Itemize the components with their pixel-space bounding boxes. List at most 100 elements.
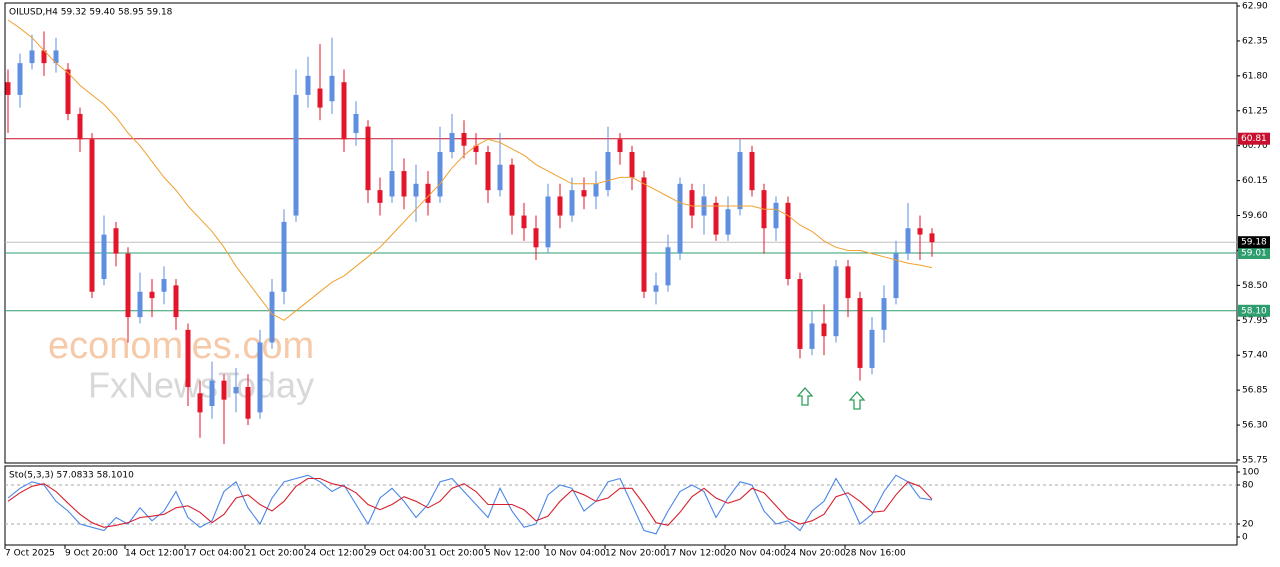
candle-body xyxy=(41,50,47,64)
x-tick-label: 10 Nov 04:00 xyxy=(545,549,606,559)
candle-body xyxy=(305,75,311,95)
candle-body xyxy=(149,291,155,299)
y-tick-label: 58.50 xyxy=(1242,281,1268,291)
chart-title: OILUSD,H4 59.32 59.40 58.95 59.18 xyxy=(9,8,173,18)
candle-body xyxy=(593,183,599,197)
candle-body xyxy=(77,113,83,140)
y-tick-label: 62.90 xyxy=(1242,2,1268,12)
candle-body xyxy=(65,69,71,114)
candle-body xyxy=(641,177,647,292)
candle-body xyxy=(449,132,455,153)
level-label: 58.10 xyxy=(1241,306,1267,316)
level-tag xyxy=(1238,247,1270,260)
x-tick-label: 17 Oct 04:00 xyxy=(185,549,244,559)
level-label: 60.81 xyxy=(1241,134,1267,144)
y-tick-label: 56.85 xyxy=(1242,386,1268,396)
candle-body xyxy=(461,132,467,146)
candle-body xyxy=(677,183,683,254)
candle-body xyxy=(17,63,23,95)
candle-body xyxy=(725,209,731,235)
candle-body xyxy=(617,139,623,153)
x-tick-label: 24 Oct 12:00 xyxy=(305,549,364,559)
y-tick-label: 57.95 xyxy=(1242,316,1268,326)
x-tick-label: 28 Nov 16:00 xyxy=(845,549,906,559)
candle-body xyxy=(53,50,59,64)
candle-body xyxy=(737,152,743,210)
x-tick-label: 17 Nov 12:00 xyxy=(665,549,726,559)
y-tick-label: 60.15 xyxy=(1242,176,1268,186)
candle-body xyxy=(917,228,923,235)
candle-body xyxy=(233,386,239,394)
stoch-line xyxy=(7,477,933,528)
candle-body xyxy=(845,266,851,299)
moving-average xyxy=(7,19,933,321)
candle-body xyxy=(89,139,95,292)
y-tick-label: 61.80 xyxy=(1242,71,1268,81)
y-tick-label: 57.40 xyxy=(1242,351,1268,361)
y-tick-label: 56.30 xyxy=(1242,421,1268,431)
candle-body xyxy=(689,190,695,216)
x-tick-label: 12 Nov 20:00 xyxy=(605,549,666,559)
candle-body xyxy=(293,94,299,216)
candle-body xyxy=(797,279,803,349)
y-tick-label: 61.25 xyxy=(1242,106,1268,116)
stoch-line xyxy=(7,474,933,535)
candle-body xyxy=(185,329,191,387)
candle-body xyxy=(425,183,431,203)
up-arrow xyxy=(796,387,814,406)
candle-body xyxy=(365,126,371,191)
candle-body xyxy=(173,285,179,318)
x-tick-label: 7 Oct 2025 xyxy=(5,549,55,559)
candle-body xyxy=(377,190,383,203)
indicator-label: Sto(5,3,3) 57.0833 58.1010 xyxy=(9,471,134,481)
candle-body xyxy=(629,152,635,178)
candle-body xyxy=(353,113,359,133)
candle-body xyxy=(905,228,911,254)
candle-body xyxy=(881,298,887,330)
candle-body xyxy=(161,279,167,292)
y-tick-label: 55.75 xyxy=(1242,456,1268,466)
y-tick-label: 59.60 xyxy=(1242,211,1268,221)
x-tick-label: 14 Oct 12:00 xyxy=(125,549,184,559)
candle-body xyxy=(821,323,827,337)
candle-body xyxy=(113,228,119,254)
stoch-tick-label: 80 xyxy=(1242,481,1254,491)
candle-body xyxy=(665,247,671,286)
candle-body xyxy=(557,196,563,216)
candle-body xyxy=(809,323,815,349)
candle-body xyxy=(545,196,551,248)
candle-body xyxy=(749,152,755,191)
candle-body xyxy=(581,190,587,197)
candle-body xyxy=(341,82,347,140)
candle-body xyxy=(857,298,863,368)
candle-body xyxy=(257,342,263,413)
candle-body xyxy=(605,152,611,191)
candle-body xyxy=(833,266,839,337)
x-tick-label: 31 Oct 20:00 xyxy=(425,549,484,559)
candle-body xyxy=(245,386,251,419)
candle-body xyxy=(773,202,779,229)
candle-body xyxy=(221,380,227,400)
indicator-frame xyxy=(4,465,1238,546)
up-arrow xyxy=(848,391,866,410)
candle-body xyxy=(329,75,335,102)
candle-body xyxy=(137,291,143,318)
last-price-tag xyxy=(1238,236,1270,249)
candle-body xyxy=(401,171,407,197)
candle-body xyxy=(713,202,719,235)
x-tick-label: 20 Nov 04:00 xyxy=(725,549,786,559)
candle-body xyxy=(893,253,899,299)
candle-body xyxy=(473,145,479,153)
x-tick-label: 21 Oct 20:00 xyxy=(245,549,304,559)
candle-body xyxy=(509,164,515,216)
stoch-tick-label: 20 xyxy=(1242,520,1254,530)
candle-body xyxy=(869,329,875,368)
candle-body xyxy=(29,50,35,64)
main-frame xyxy=(4,2,1238,464)
candle-body xyxy=(437,152,443,197)
candle-body xyxy=(389,171,395,197)
y-tick-label: 62.35 xyxy=(1242,36,1268,46)
x-tick-label: 29 Oct 04:00 xyxy=(365,549,424,559)
y-tick-label: 60.70 xyxy=(1242,141,1268,151)
